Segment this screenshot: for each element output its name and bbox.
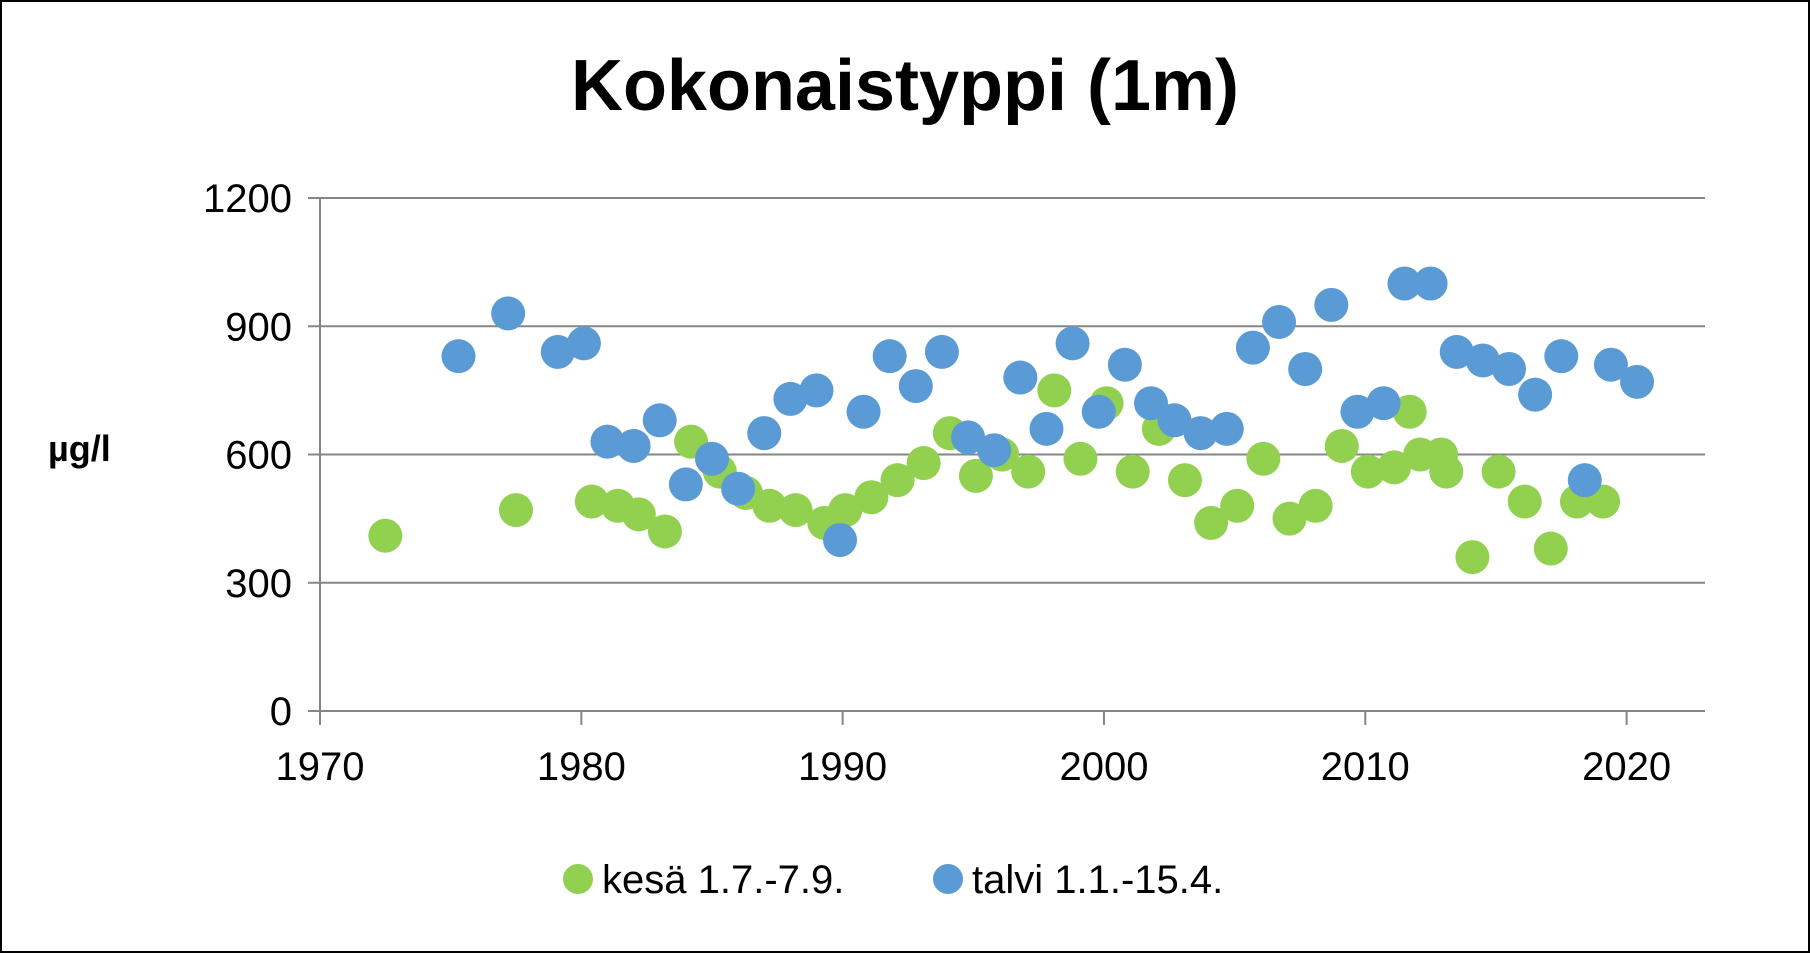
talvi-point bbox=[1413, 266, 1448, 301]
talvi-point bbox=[1183, 416, 1218, 451]
chart-title: Kokonaistyppi (1m) bbox=[570, 46, 1240, 126]
talvi-point bbox=[1620, 364, 1655, 399]
kesa-point bbox=[1507, 484, 1542, 519]
talvi-point bbox=[951, 420, 986, 455]
talvi-point bbox=[1387, 266, 1422, 301]
talvi-point bbox=[747, 416, 782, 451]
talvi-point bbox=[441, 339, 476, 374]
y-axis-label: µg/l bbox=[48, 428, 111, 469]
talvi-point bbox=[1288, 352, 1323, 386]
y-tick-label: 900 bbox=[225, 305, 292, 349]
legend-label: kesä 1.7.-7.9. bbox=[602, 858, 844, 902]
x-tick-label: 2000 bbox=[1059, 745, 1148, 789]
talvi-point bbox=[1366, 386, 1401, 421]
talvi-point bbox=[898, 369, 933, 404]
y-tick-labels: 0 300 600 900 1200 bbox=[203, 177, 292, 734]
talvi-point bbox=[846, 394, 881, 429]
talvi-point bbox=[1492, 352, 1527, 386]
y-tick-label: 0 bbox=[270, 690, 292, 734]
kesa-point bbox=[1167, 463, 1202, 498]
kesa-point bbox=[1533, 531, 1568, 566]
kesa-point bbox=[1194, 505, 1229, 540]
x-tick-label: 1970 bbox=[276, 745, 365, 789]
x-tick-label: 1980 bbox=[537, 745, 626, 789]
talvi-point bbox=[694, 441, 729, 476]
kesa-point bbox=[854, 480, 889, 515]
kesa-point bbox=[906, 446, 941, 481]
kesa-point bbox=[621, 497, 656, 532]
kesa-point bbox=[880, 463, 915, 498]
kesa-point bbox=[498, 493, 533, 528]
talvi-point bbox=[1055, 326, 1090, 361]
talvi-point bbox=[1439, 334, 1474, 369]
talvi-point bbox=[1567, 463, 1602, 498]
talvi-point bbox=[668, 467, 703, 502]
kesa-point bbox=[647, 514, 682, 549]
kesa-point bbox=[1115, 454, 1150, 489]
talvi-point bbox=[1235, 330, 1270, 365]
kesa-point bbox=[752, 488, 787, 523]
kesa-point bbox=[1063, 441, 1098, 476]
talvi-point bbox=[566, 326, 601, 361]
x-tick-labels: 1970 1980 1990 2000 2010 2020 bbox=[276, 745, 1672, 789]
talvi-point bbox=[1340, 394, 1375, 429]
kesa-point bbox=[574, 484, 609, 519]
y-tick-label: 600 bbox=[225, 434, 292, 478]
kesa-point bbox=[1324, 428, 1359, 463]
talvi-point bbox=[1029, 411, 1064, 446]
kesa-point bbox=[1481, 454, 1516, 489]
x-tick-label: 1990 bbox=[798, 745, 887, 789]
y-tick-label: 300 bbox=[225, 562, 292, 606]
kesa-point bbox=[1429, 454, 1464, 489]
talvi-point bbox=[977, 433, 1012, 468]
kesa-point bbox=[778, 493, 813, 528]
talvi-point bbox=[799, 373, 834, 408]
talvi-point bbox=[1544, 339, 1579, 374]
legend-label: talvi 1.1.-15.4. bbox=[972, 858, 1223, 902]
kesa-point bbox=[828, 493, 863, 528]
kesa-point bbox=[1298, 488, 1333, 523]
talvi-point bbox=[1157, 403, 1192, 438]
talvi-point bbox=[773, 381, 808, 416]
talvi-point bbox=[540, 334, 575, 369]
axes bbox=[308, 197, 1705, 725]
talvi-point bbox=[1134, 386, 1168, 421]
y-tick-label: 1200 bbox=[203, 177, 292, 221]
kesa-point bbox=[1455, 540, 1490, 575]
talvi-point bbox=[823, 523, 858, 557]
legend-marker bbox=[563, 864, 593, 894]
x-tick-label: 2020 bbox=[1582, 745, 1671, 789]
talvi-point bbox=[1262, 304, 1297, 339]
talvi-point bbox=[1081, 394, 1116, 429]
talvi-point bbox=[872, 339, 907, 374]
talvi-point bbox=[616, 428, 651, 463]
x-tick-label: 2010 bbox=[1321, 745, 1410, 789]
talvi-point bbox=[1465, 343, 1500, 378]
kesa-point bbox=[1037, 373, 1072, 408]
talvi-point bbox=[1593, 347, 1628, 382]
kesa-point bbox=[958, 458, 993, 493]
talvi-point bbox=[721, 471, 756, 506]
kesa-point bbox=[1392, 394, 1427, 429]
kesa-point bbox=[1272, 501, 1307, 536]
kesa-point bbox=[1220, 488, 1255, 523]
talvi-point bbox=[924, 334, 959, 369]
talvi-point bbox=[1003, 360, 1038, 395]
talvi-point bbox=[642, 403, 677, 438]
talvi-point bbox=[1107, 347, 1142, 382]
data-points bbox=[368, 266, 1655, 575]
legend: kesä 1.7.-7.9. talvi 1.1.-15.4. bbox=[563, 858, 1223, 902]
kesa-point bbox=[1246, 441, 1281, 476]
kesa-point bbox=[1350, 454, 1385, 489]
kesa-point bbox=[1011, 454, 1046, 489]
talvi-point bbox=[1314, 287, 1349, 322]
legend-marker bbox=[933, 864, 963, 894]
talvi-point bbox=[590, 424, 625, 459]
talvi-point bbox=[1209, 411, 1244, 446]
kesa-point bbox=[1377, 450, 1412, 485]
kesa-point bbox=[368, 518, 403, 553]
talvi-point bbox=[1518, 377, 1553, 412]
talvi-point bbox=[491, 296, 526, 331]
